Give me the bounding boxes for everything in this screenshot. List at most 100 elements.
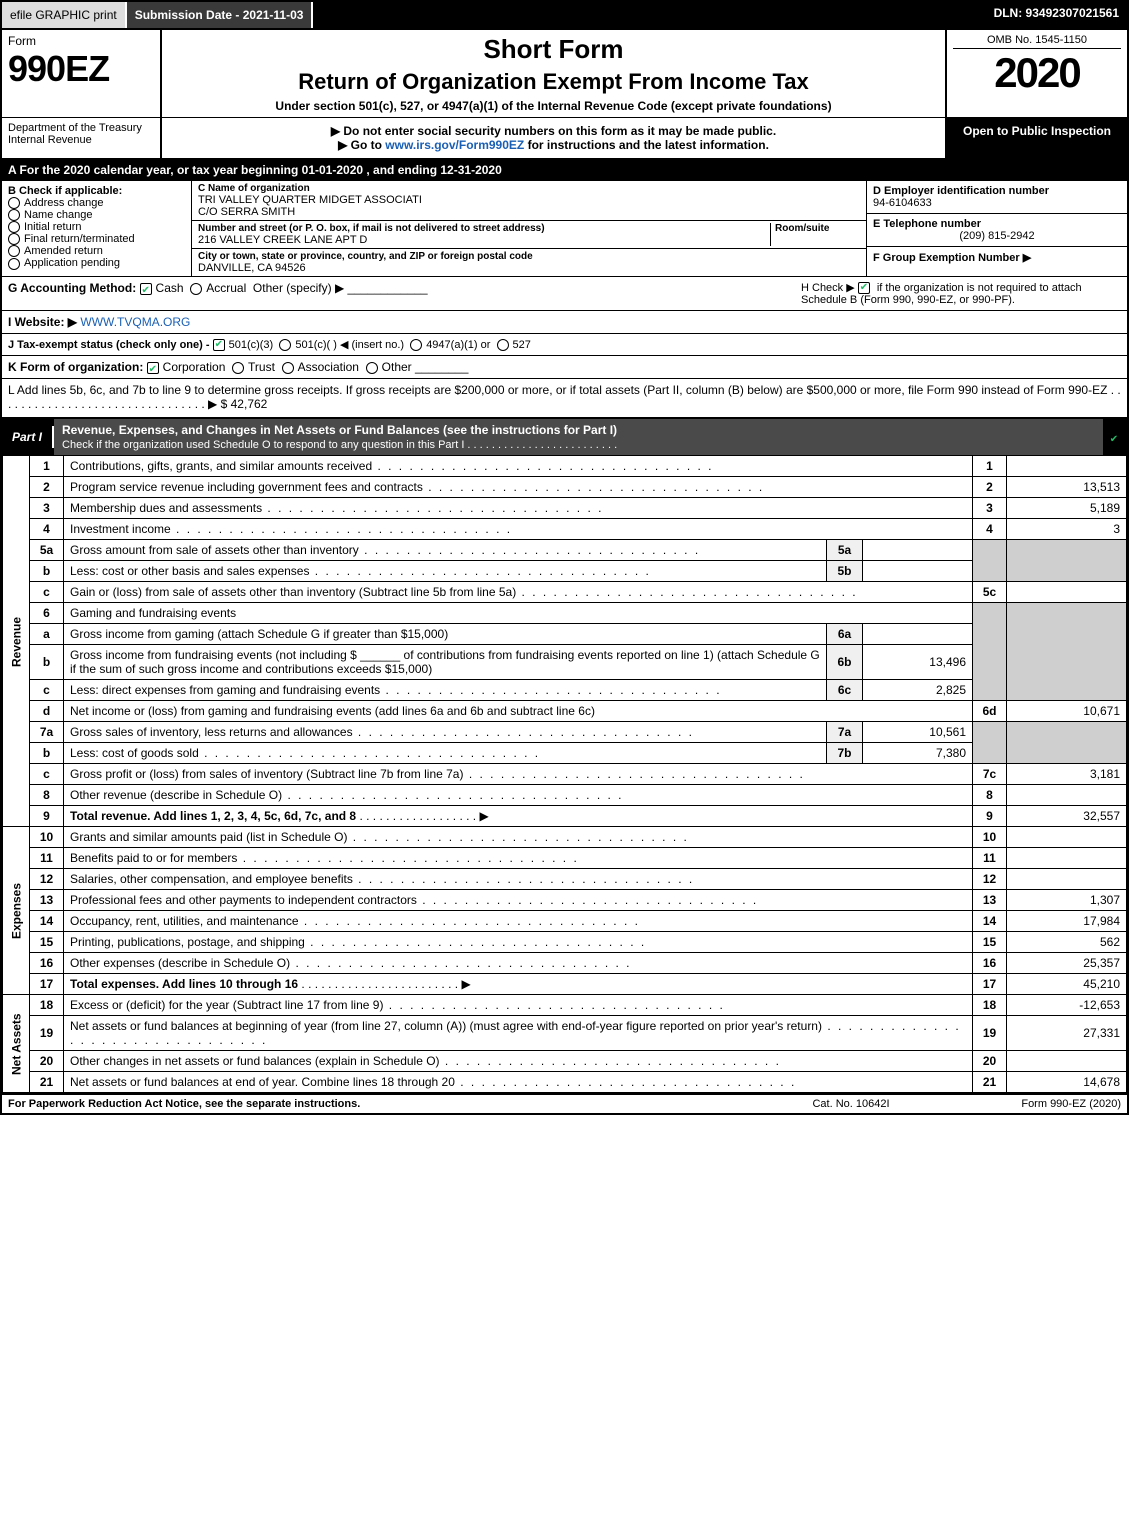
l-text: L Add lines 5b, 6c, and 7b to line 9 to … [8,383,1121,411]
chk-application-pending[interactable]: Application pending [8,257,185,269]
short-form-title: Short Form [170,34,937,65]
omb-year-block: OMB No. 1545-1150 2020 [947,30,1127,117]
chk-association[interactable] [282,362,294,374]
c-label: C Name of organization [198,183,860,194]
submission-date-tab[interactable]: Submission Date - 2021-11-03 [127,2,314,28]
chk-corporation[interactable] [147,362,159,374]
line-i: I Website: ▶ WWW.TVQMA.ORG [2,310,1127,333]
irs-link[interactable]: www.irs.gov/Form990EZ [385,138,524,152]
part1-check[interactable] [1103,430,1127,444]
row-3: 3 Membership dues and assessments 3 5,18… [3,498,1127,519]
column-b: B Check if applicable: Address change Na… [2,181,192,276]
form-990ez-page: efile GRAPHIC print Submission Date - 20… [0,0,1129,1115]
row-11: 11 Benefits paid to or for members 11 [3,848,1127,869]
row-8: 8 Other revenue (describe in Schedule O)… [3,785,1127,806]
org-name-2: C/O SERRA SMITH [198,206,860,218]
addr-label: Number and street (or P. O. box, if mail… [198,223,770,234]
efile-print-label[interactable]: efile GRAPHIC print [2,2,127,28]
revenue-label: Revenue [3,456,30,827]
city-label: City or town, state or province, country… [198,251,860,262]
row-14: 14 Occupancy, rent, utilities, and maint… [3,911,1127,932]
column-def: D Employer identification number 94-6104… [867,181,1127,276]
block-bcdef: B Check if applicable: Address change Na… [2,180,1127,276]
e-label: E Telephone number [873,218,1121,230]
chk-h[interactable] [858,282,870,294]
chk-address-change[interactable]: Address change [8,197,185,209]
under-section-text: Under section 501(c), 527, or 4947(a)(1)… [170,99,937,113]
form-number-block: Form 990EZ [2,30,162,117]
row-19: 19 Net assets or fund balances at beginn… [3,1016,1127,1051]
l-value: $ 42,762 [221,397,268,411]
h-text1: H Check ▶ [801,282,855,294]
chk-501c3[interactable] [213,339,225,351]
header-row-2: Department of the Treasury Internal Reve… [2,117,1127,158]
part1-tag: Part I [2,426,54,448]
omb-number: OMB No. 1545-1150 [953,34,1121,49]
row-6a: a Gross income from gaming (attach Sched… [3,624,1127,645]
row-6d: d Net income or (loss) from gaming and f… [3,701,1127,722]
part1-sub: Check if the organization used Schedule … [62,439,617,451]
line-g-h: G Accounting Method: Cash Accrual Other … [2,276,1127,310]
line-g: G Accounting Method: Cash Accrual Other … [8,281,781,306]
chk-trust[interactable] [232,362,244,374]
f-label: F Group Exemption Number ▶ [873,252,1031,264]
form-title-block: Short Form Return of Organization Exempt… [162,30,947,117]
dept-line1: Department of the Treasury [8,122,154,134]
dept-treasury: Department of the Treasury Internal Reve… [2,118,162,158]
address-row: Number and street (or P. O. box, if mail… [192,221,866,249]
row-6b: b Gross income from fundraising events (… [3,645,1127,680]
col-b-heading: B Check if applicable: [8,185,185,197]
room-label: Room/suite [775,223,860,234]
top-bar-spacer [313,2,985,28]
header-row-1: Form 990EZ Short Form Return of Organiza… [2,28,1127,117]
row-9: 9 Total revenue. Add lines 1, 2, 3, 4, 5… [3,806,1127,827]
website-link[interactable]: WWW.TVQMA.ORG [80,315,190,329]
chk-accrual[interactable] [190,283,202,295]
row-18: Net Assets 18 Excess or (deficit) for th… [3,995,1127,1016]
top-bar: efile GRAPHIC print Submission Date - 20… [2,2,1127,28]
chk-other-org[interactable] [366,362,378,374]
netassets-label: Net Assets [3,995,30,1093]
row-10: Expenses 10 Grants and similar amounts p… [3,827,1127,848]
line-k: K Form of organization: Corporation Trus… [2,355,1127,378]
footer-right: Form 990-EZ (2020) [941,1098,1121,1110]
group-exemption-row: F Group Exemption Number ▶ [867,247,1127,268]
row-5a: 5a Gross amount from sale of assets othe… [3,540,1127,561]
column-c: C Name of organization TRI VALLEY QUARTE… [192,181,867,276]
chk-cash[interactable] [140,283,152,295]
form-number: 990EZ [8,48,154,90]
instructions-block: ▶ Do not enter social security numbers o… [162,118,947,158]
dept-line2: Internal Revenue [8,134,154,146]
chk-name-change[interactable]: Name change [8,209,185,221]
g-other: Other (specify) ▶ [253,281,344,295]
chk-amended-return[interactable]: Amended return [8,245,185,257]
part1-title-wrap: Revenue, Expenses, and Changes in Net As… [54,419,1103,455]
part1-header: Part I Revenue, Expenses, and Changes in… [2,417,1127,455]
chk-501c[interactable] [279,339,291,351]
d-label: D Employer identification number [873,185,1121,197]
row-6c: c Less: direct expenses from gaming and … [3,680,1127,701]
line-h: H Check ▶ if the organization is not req… [801,281,1121,306]
go-to-text: ▶ Go to www.irs.gov/Form990EZ for instru… [168,138,939,152]
ein-value: 94-6104633 [873,197,1121,209]
address-value: 216 VALLEY CREEK LANE APT D [198,234,770,246]
chk-4947[interactable] [410,339,422,351]
chk-527[interactable] [497,339,509,351]
row-12: 12 Salaries, other compensation, and emp… [3,869,1127,890]
org-name-1: TRI VALLEY QUARTER MIDGET ASSOCIATI [198,194,860,206]
do-not-enter-text: ▶ Do not enter social security numbers o… [168,124,939,138]
chk-initial-return[interactable]: Initial return [8,221,185,233]
row-17: 17 Total expenses. Add lines 10 through … [3,974,1127,995]
expenses-label: Expenses [3,827,30,995]
chk-final-return[interactable]: Final return/terminated [8,233,185,245]
phone-row: E Telephone number (209) 815-2942 [867,214,1127,247]
row-4: 4 Investment income 4 3 [3,519,1127,540]
dln-label: DLN: 93492307021561 [986,2,1127,28]
row-7c: c Gross profit or (loss) from sales of i… [3,764,1127,785]
row-21: 21 Net assets or fund balances at end of… [3,1072,1127,1093]
page-footer: For Paperwork Reduction Act Notice, see … [2,1093,1127,1113]
row-13: 13 Professional fees and other payments … [3,890,1127,911]
form-word: Form [8,34,154,48]
row-7a: 7a Gross sales of inventory, less return… [3,722,1127,743]
row-5b: b Less: cost or other basis and sales ex… [3,561,1127,582]
